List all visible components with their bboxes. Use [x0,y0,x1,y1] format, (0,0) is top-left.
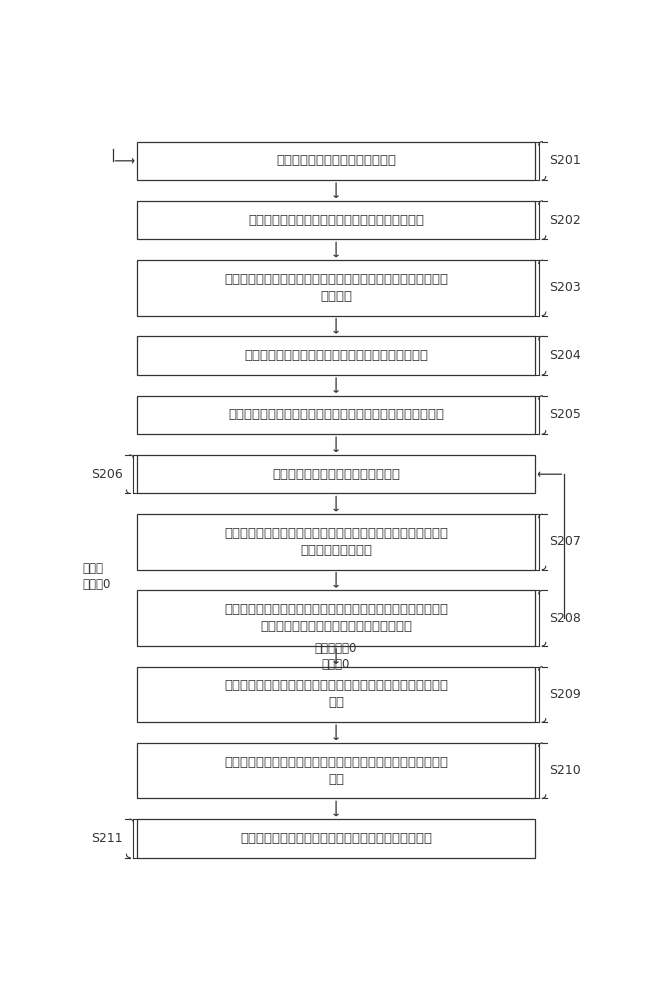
Text: 结算数据库通过中间件将该广告订单的下线状态通知给实时通知
引擎: 结算数据库通过中间件将该广告订单的下线状态通知给实时通知 引擎 [224,756,448,786]
Text: 剩余预
算大于0: 剩余预 算大于0 [82,562,111,591]
Bar [138,396,535,434]
Bar [138,260,535,316]
Text: S203: S203 [549,281,581,294]
Bar [138,819,535,858]
Text: S207: S207 [549,535,581,548]
Bar [138,201,535,239]
Text: 结算模块计算广告订单的投放概率: 结算模块计算广告订单的投放概率 [276,154,396,167]
Bar [138,336,535,375]
Text: S204: S204 [549,349,581,362]
Text: 浏览器将页面浏览请求发送给投放引擎，向投放引擎请求广告: 浏览器将页面浏览请求发送给投放引擎，向投放引擎请求广告 [228,408,444,421]
Bar [138,455,535,493]
Text: 投放引擎向结算模块发送对应该广告订单的计费通知，结算模块
接收到计费通知后，对该广告订单进行计费: 投放引擎向结算模块发送对应该广告订单的计费通知，结算模块 接收到计费通知后，对该… [224,603,448,633]
Bar [138,667,535,722]
Text: S201: S201 [549,154,581,167]
Bar [138,590,535,646]
Text: S202: S202 [549,214,581,227]
Bar [138,743,535,798]
Text: 实时通知引擎从结算数据库内获取广告订单的投放概率并通知给
投放引擎: 实时通知引擎从结算数据库内获取广告订单的投放概率并通知给 投放引擎 [224,273,448,303]
Text: S208: S208 [549,612,581,625]
Text: S209: S209 [549,688,581,701]
Text: 结算模块将该广告订单的状态更新为下线状态，并写入结算数据
库内: 结算模块将该广告订单的状态更新为下线状态，并写入结算数据 库内 [224,679,448,709]
Text: S210: S210 [549,764,581,777]
Text: S211: S211 [91,832,123,845]
Text: 投放引擎将选择的广告订单返回给浏览器，以在浏览器打开的页
面上展示相应的广告: 投放引擎将选择的广告订单返回给浏览器，以在浏览器打开的页 面上展示相应的广告 [224,527,448,557]
Bar [138,142,535,180]
Text: S205: S205 [549,408,581,421]
Text: 实时通知引擎将该广告订单的下线状态同步给投放引擎: 实时通知引擎将该广告订单的下线状态同步给投放引擎 [240,832,432,845]
Text: 投放引擎根据投放概率选择广告订单: 投放引擎根据投放概率选择广告订单 [272,468,400,481]
Bar [138,514,535,570]
Text: 浏览器接收用户打开页面的请求，生成页面浏览请求: 浏览器接收用户打开页面的请求，生成页面浏览请求 [244,349,428,362]
Text: S206: S206 [91,468,123,481]
Text: 剩余预算为0
或小于0: 剩余预算为0 或小于0 [315,642,357,671]
Text: 结算模块将广告订单的投放概率写入结算数据库内: 结算模块将广告订单的投放概率写入结算数据库内 [248,214,424,227]
